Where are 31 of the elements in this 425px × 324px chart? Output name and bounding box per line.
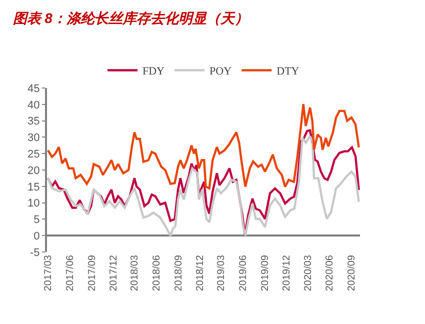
x-tick-label: 2019/09	[260, 254, 271, 292]
legend-label: DTY	[276, 66, 300, 78]
y-tick-label: 20	[28, 164, 40, 177]
x-tick-label: 2019/06	[238, 254, 249, 292]
x-tick-label: 2019/03	[216, 254, 228, 292]
y-tick-label: 30	[28, 132, 40, 144]
y-tick-label: -5	[30, 246, 40, 259]
y-tick-label: 15	[28, 181, 40, 194]
x-tick-label: 2018/06	[151, 254, 162, 292]
x-tick-label: 2019/12	[281, 254, 292, 292]
y-tick-label: 0	[34, 230, 40, 242]
line-series	[47, 102, 360, 190]
x-tick-label: 2020/09	[346, 254, 358, 292]
y-tick-label: 10	[28, 198, 40, 210]
x-tick-label: 2017/06	[65, 254, 76, 292]
x-tick-label: 2018/03	[130, 254, 141, 292]
legend-label: POY	[210, 66, 232, 78]
x-tick-label: 2018/09	[173, 254, 184, 292]
y-tick-label: 25	[28, 148, 40, 160]
x-tick-label: 2020/03	[302, 254, 314, 292]
legend-label: FDY	[142, 66, 165, 78]
x-tick-label: 2020/06	[324, 254, 336, 292]
y-tick-label: 5	[34, 214, 40, 226]
y-tick-label: 40	[28, 99, 40, 112]
x-tick-label: 2017/09	[86, 254, 98, 292]
x-tick-label: 2017/03	[43, 254, 54, 292]
x-tick-label: 2017/12	[108, 254, 120, 292]
y-tick-label: 45	[28, 82, 40, 95]
x-tick-label: 2018/12	[194, 254, 206, 292]
chart-title: 图表 8：涤纶长丝库存去化明显（天）	[12, 10, 248, 26]
y-tick-label: 35	[28, 116, 40, 128]
